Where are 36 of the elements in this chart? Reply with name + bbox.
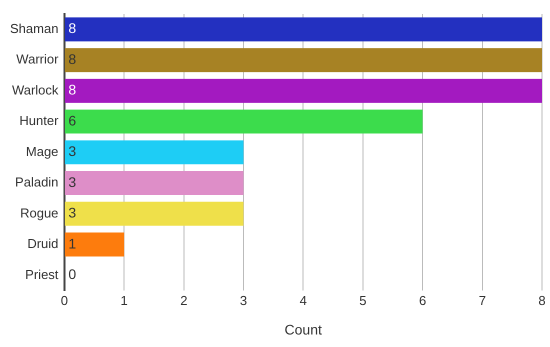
data-label: 8 [68, 82, 76, 98]
y-tick-label: Hunter [19, 113, 60, 128]
y-tick-label: Warrior [16, 52, 60, 67]
x-axis-title: Count [284, 321, 322, 338]
x-tick-label: 2 [180, 292, 188, 308]
y-tick-label: Mage [26, 144, 58, 159]
bar [64, 48, 542, 72]
y-tick-label: Priest [25, 266, 59, 282]
x-tick-label: 1 [120, 292, 128, 308]
data-label: 0 [68, 266, 76, 282]
x-tick-label: 8 [538, 292, 546, 308]
bar [64, 140, 244, 164]
data-label: 3 [68, 174, 76, 190]
data-label: 1 [68, 235, 76, 252]
bar [64, 78, 542, 103]
x-tick-label: 7 [478, 292, 486, 308]
x-tick-label: 0 [60, 292, 68, 308]
y-tick-label: Shaman [10, 20, 58, 36]
bar [64, 171, 244, 196]
y-tick-label: Druid [27, 236, 58, 252]
bar [64, 110, 423, 134]
data-label: 3 [68, 143, 76, 160]
x-tick-label: 6 [418, 292, 426, 308]
bar [64, 202, 244, 226]
bar [64, 232, 124, 256]
x-tick-label: 5 [359, 292, 367, 308]
x-tick-label: 3 [240, 292, 248, 308]
data-label: 8 [68, 50, 76, 67]
data-label: 8 [68, 20, 76, 36]
y-tick-label: Paladin [15, 174, 58, 190]
x-tick-label: 4 [300, 292, 307, 308]
data-label: 3 [68, 204, 76, 221]
bar [64, 17, 542, 42]
y-tick-label: Rogue [20, 205, 58, 220]
data-label: 6 [68, 112, 76, 128]
y-tick-label: Warlock [12, 82, 59, 98]
